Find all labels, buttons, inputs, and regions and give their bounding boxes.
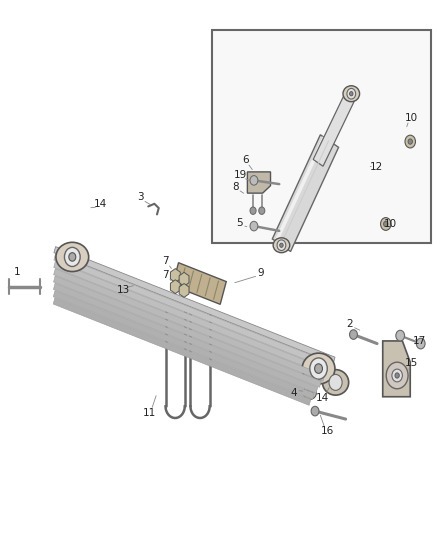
- Ellipse shape: [302, 353, 335, 384]
- Text: 10: 10: [405, 112, 418, 123]
- Text: 14: 14: [94, 199, 107, 209]
- Text: 19: 19: [234, 170, 247, 180]
- Text: 8: 8: [232, 182, 239, 192]
- Text: 6: 6: [242, 155, 248, 165]
- Text: 13: 13: [117, 286, 130, 295]
- Circle shape: [392, 369, 403, 382]
- Polygon shape: [54, 261, 328, 375]
- Circle shape: [408, 139, 413, 144]
- Polygon shape: [383, 341, 410, 397]
- Circle shape: [259, 207, 265, 214]
- Circle shape: [280, 243, 283, 247]
- Text: 14: 14: [316, 393, 329, 403]
- Text: 11: 11: [142, 408, 156, 418]
- Circle shape: [347, 88, 356, 99]
- Text: 15: 15: [404, 358, 418, 368]
- Circle shape: [314, 364, 322, 373]
- Circle shape: [329, 374, 342, 390]
- Circle shape: [311, 406, 319, 416]
- Polygon shape: [313, 90, 356, 166]
- Text: 2: 2: [346, 319, 353, 329]
- Circle shape: [64, 247, 80, 266]
- Polygon shape: [275, 136, 326, 243]
- Polygon shape: [247, 172, 271, 193]
- Circle shape: [396, 330, 405, 341]
- Circle shape: [350, 330, 357, 340]
- Text: 1: 1: [14, 267, 21, 277]
- Polygon shape: [53, 269, 325, 381]
- Text: 4: 4: [291, 388, 297, 398]
- Circle shape: [405, 135, 416, 148]
- Circle shape: [250, 221, 258, 231]
- Circle shape: [250, 175, 258, 185]
- Text: 17: 17: [412, 336, 426, 346]
- Polygon shape: [173, 263, 226, 304]
- Polygon shape: [54, 254, 332, 369]
- Ellipse shape: [343, 86, 360, 102]
- Circle shape: [277, 240, 286, 251]
- Polygon shape: [53, 276, 321, 387]
- Text: 16: 16: [321, 426, 334, 437]
- Polygon shape: [170, 269, 180, 282]
- Polygon shape: [170, 280, 180, 294]
- Polygon shape: [179, 284, 189, 297]
- Ellipse shape: [56, 243, 88, 271]
- Text: 3: 3: [137, 192, 144, 203]
- Circle shape: [350, 92, 353, 96]
- Ellipse shape: [322, 369, 349, 395]
- Circle shape: [381, 217, 391, 230]
- Polygon shape: [53, 284, 318, 393]
- Bar: [212, 30, 431, 243]
- Circle shape: [250, 207, 256, 214]
- Circle shape: [307, 389, 313, 397]
- Polygon shape: [53, 290, 314, 399]
- Circle shape: [310, 358, 327, 379]
- Polygon shape: [179, 272, 189, 286]
- Circle shape: [395, 373, 399, 378]
- Text: 7: 7: [162, 270, 169, 280]
- Polygon shape: [272, 135, 339, 252]
- Ellipse shape: [303, 386, 316, 399]
- Circle shape: [386, 362, 408, 389]
- Polygon shape: [54, 247, 335, 364]
- Text: 10: 10: [384, 219, 397, 229]
- Circle shape: [417, 338, 425, 349]
- Polygon shape: [53, 298, 311, 405]
- Text: 9: 9: [257, 268, 264, 278]
- Ellipse shape: [273, 238, 290, 253]
- Circle shape: [384, 221, 388, 227]
- Circle shape: [69, 253, 76, 261]
- Text: 12: 12: [370, 161, 383, 172]
- Text: 5: 5: [237, 218, 243, 228]
- Text: 7: 7: [162, 256, 169, 266]
